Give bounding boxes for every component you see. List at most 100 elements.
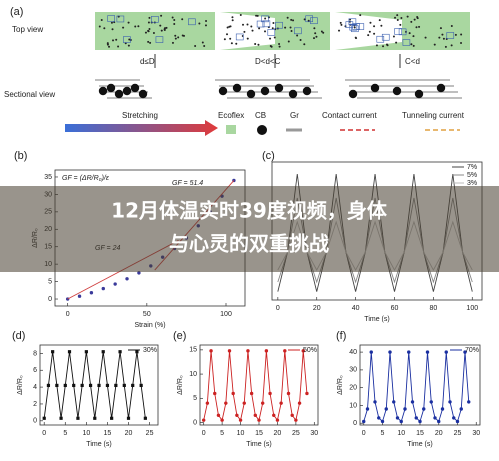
x-axis-label: Strain (%) xyxy=(134,322,165,329)
point xyxy=(126,416,131,420)
cb-particle xyxy=(122,86,132,96)
gr-flake xyxy=(394,28,402,35)
point xyxy=(257,418,261,422)
cb-dot xyxy=(353,26,356,29)
point xyxy=(224,401,228,405)
cb-dot xyxy=(380,24,383,27)
point xyxy=(89,291,94,295)
cb-dot xyxy=(286,16,289,19)
cb-dot xyxy=(226,33,229,36)
cb-dot xyxy=(450,44,453,47)
cb-particle xyxy=(114,89,124,99)
point xyxy=(433,416,437,420)
cb-dot xyxy=(243,30,246,33)
cb-dot xyxy=(307,19,310,22)
point xyxy=(414,416,418,420)
cb-dot xyxy=(251,29,254,32)
cb-dot xyxy=(315,35,318,38)
point xyxy=(392,400,396,404)
cb-dot xyxy=(344,25,347,28)
gr-flake xyxy=(356,23,365,30)
label: Top view xyxy=(12,25,43,34)
panel-label: (f) xyxy=(336,330,346,342)
cb-dot xyxy=(111,28,114,31)
cb-dot xyxy=(147,29,150,32)
point xyxy=(272,413,276,418)
series-line xyxy=(363,352,470,423)
cb-dot xyxy=(413,18,416,21)
point xyxy=(63,383,67,388)
cb-particle xyxy=(370,83,380,93)
y-tick-label: 5 xyxy=(48,278,52,285)
point xyxy=(231,391,235,396)
x-tick-label: 10 xyxy=(397,430,405,437)
cb-dot xyxy=(163,29,166,32)
cb-dot xyxy=(198,22,201,25)
point xyxy=(297,401,302,405)
cb-dot xyxy=(242,23,245,26)
cb-dot xyxy=(290,29,293,32)
point xyxy=(105,383,110,388)
cb-dot xyxy=(231,16,234,19)
y-tick-label: 5 xyxy=(193,395,197,402)
x-tick-label: 60 xyxy=(391,305,399,312)
legend-label: CB xyxy=(255,111,266,120)
cb-dot xyxy=(264,30,267,33)
overlay-title: 12月体温实时39度视频，身体 xyxy=(111,199,388,223)
gr-flake xyxy=(261,15,269,23)
cb-dot xyxy=(112,39,115,42)
panel-label: (c) xyxy=(262,150,275,162)
cb-dot xyxy=(442,37,445,40)
annotation: GF = (ΔR/R₀)/ε xyxy=(62,175,110,182)
cb-dot xyxy=(181,18,184,21)
y-axis-label: ΔR/R₀ xyxy=(337,375,344,395)
cb-dot xyxy=(284,26,287,29)
cb-dot xyxy=(373,32,376,35)
cb-dot xyxy=(444,45,447,48)
cb-dot xyxy=(173,22,176,25)
cb-dot xyxy=(278,45,281,48)
point xyxy=(139,383,143,388)
cb-dot xyxy=(152,31,155,34)
cb-dot xyxy=(439,27,442,30)
cb-dot xyxy=(392,35,395,38)
point xyxy=(264,349,269,353)
cb-dot xyxy=(278,42,281,45)
gr-flake xyxy=(398,28,407,36)
cb-dot xyxy=(394,16,397,19)
point xyxy=(77,294,82,298)
point xyxy=(395,416,400,420)
cb-dot xyxy=(320,30,323,33)
cb-dot xyxy=(273,36,276,39)
point xyxy=(59,416,63,420)
legend-label: 30% xyxy=(143,347,157,354)
cb-dot xyxy=(460,41,463,44)
cb-dot xyxy=(399,23,402,26)
label: Sectional view xyxy=(4,90,55,99)
point xyxy=(440,407,445,411)
cb-dot xyxy=(177,36,180,39)
legend-label: 70% xyxy=(465,347,479,354)
cb-dot xyxy=(148,28,151,31)
cb-dot xyxy=(287,40,290,43)
cb-dot xyxy=(250,25,253,28)
cb-dot xyxy=(410,43,413,46)
cb-dot xyxy=(438,36,441,39)
point xyxy=(279,401,283,405)
point xyxy=(268,391,272,396)
cb-dot xyxy=(314,32,317,35)
cb-dot xyxy=(159,24,162,27)
x-tick-label: 0 xyxy=(42,430,46,437)
cb-dot xyxy=(181,34,184,37)
point xyxy=(429,400,433,404)
y-tick-label: 15 xyxy=(189,347,197,354)
cb-dot xyxy=(396,19,399,22)
cb-dot xyxy=(106,43,109,46)
cb-dot xyxy=(246,23,249,26)
point xyxy=(88,383,93,388)
ecoflex-film xyxy=(335,12,470,50)
plot-frame xyxy=(39,344,159,426)
cb-dot xyxy=(406,15,409,18)
y-axis-label: ΔR/R₀ xyxy=(177,375,184,395)
